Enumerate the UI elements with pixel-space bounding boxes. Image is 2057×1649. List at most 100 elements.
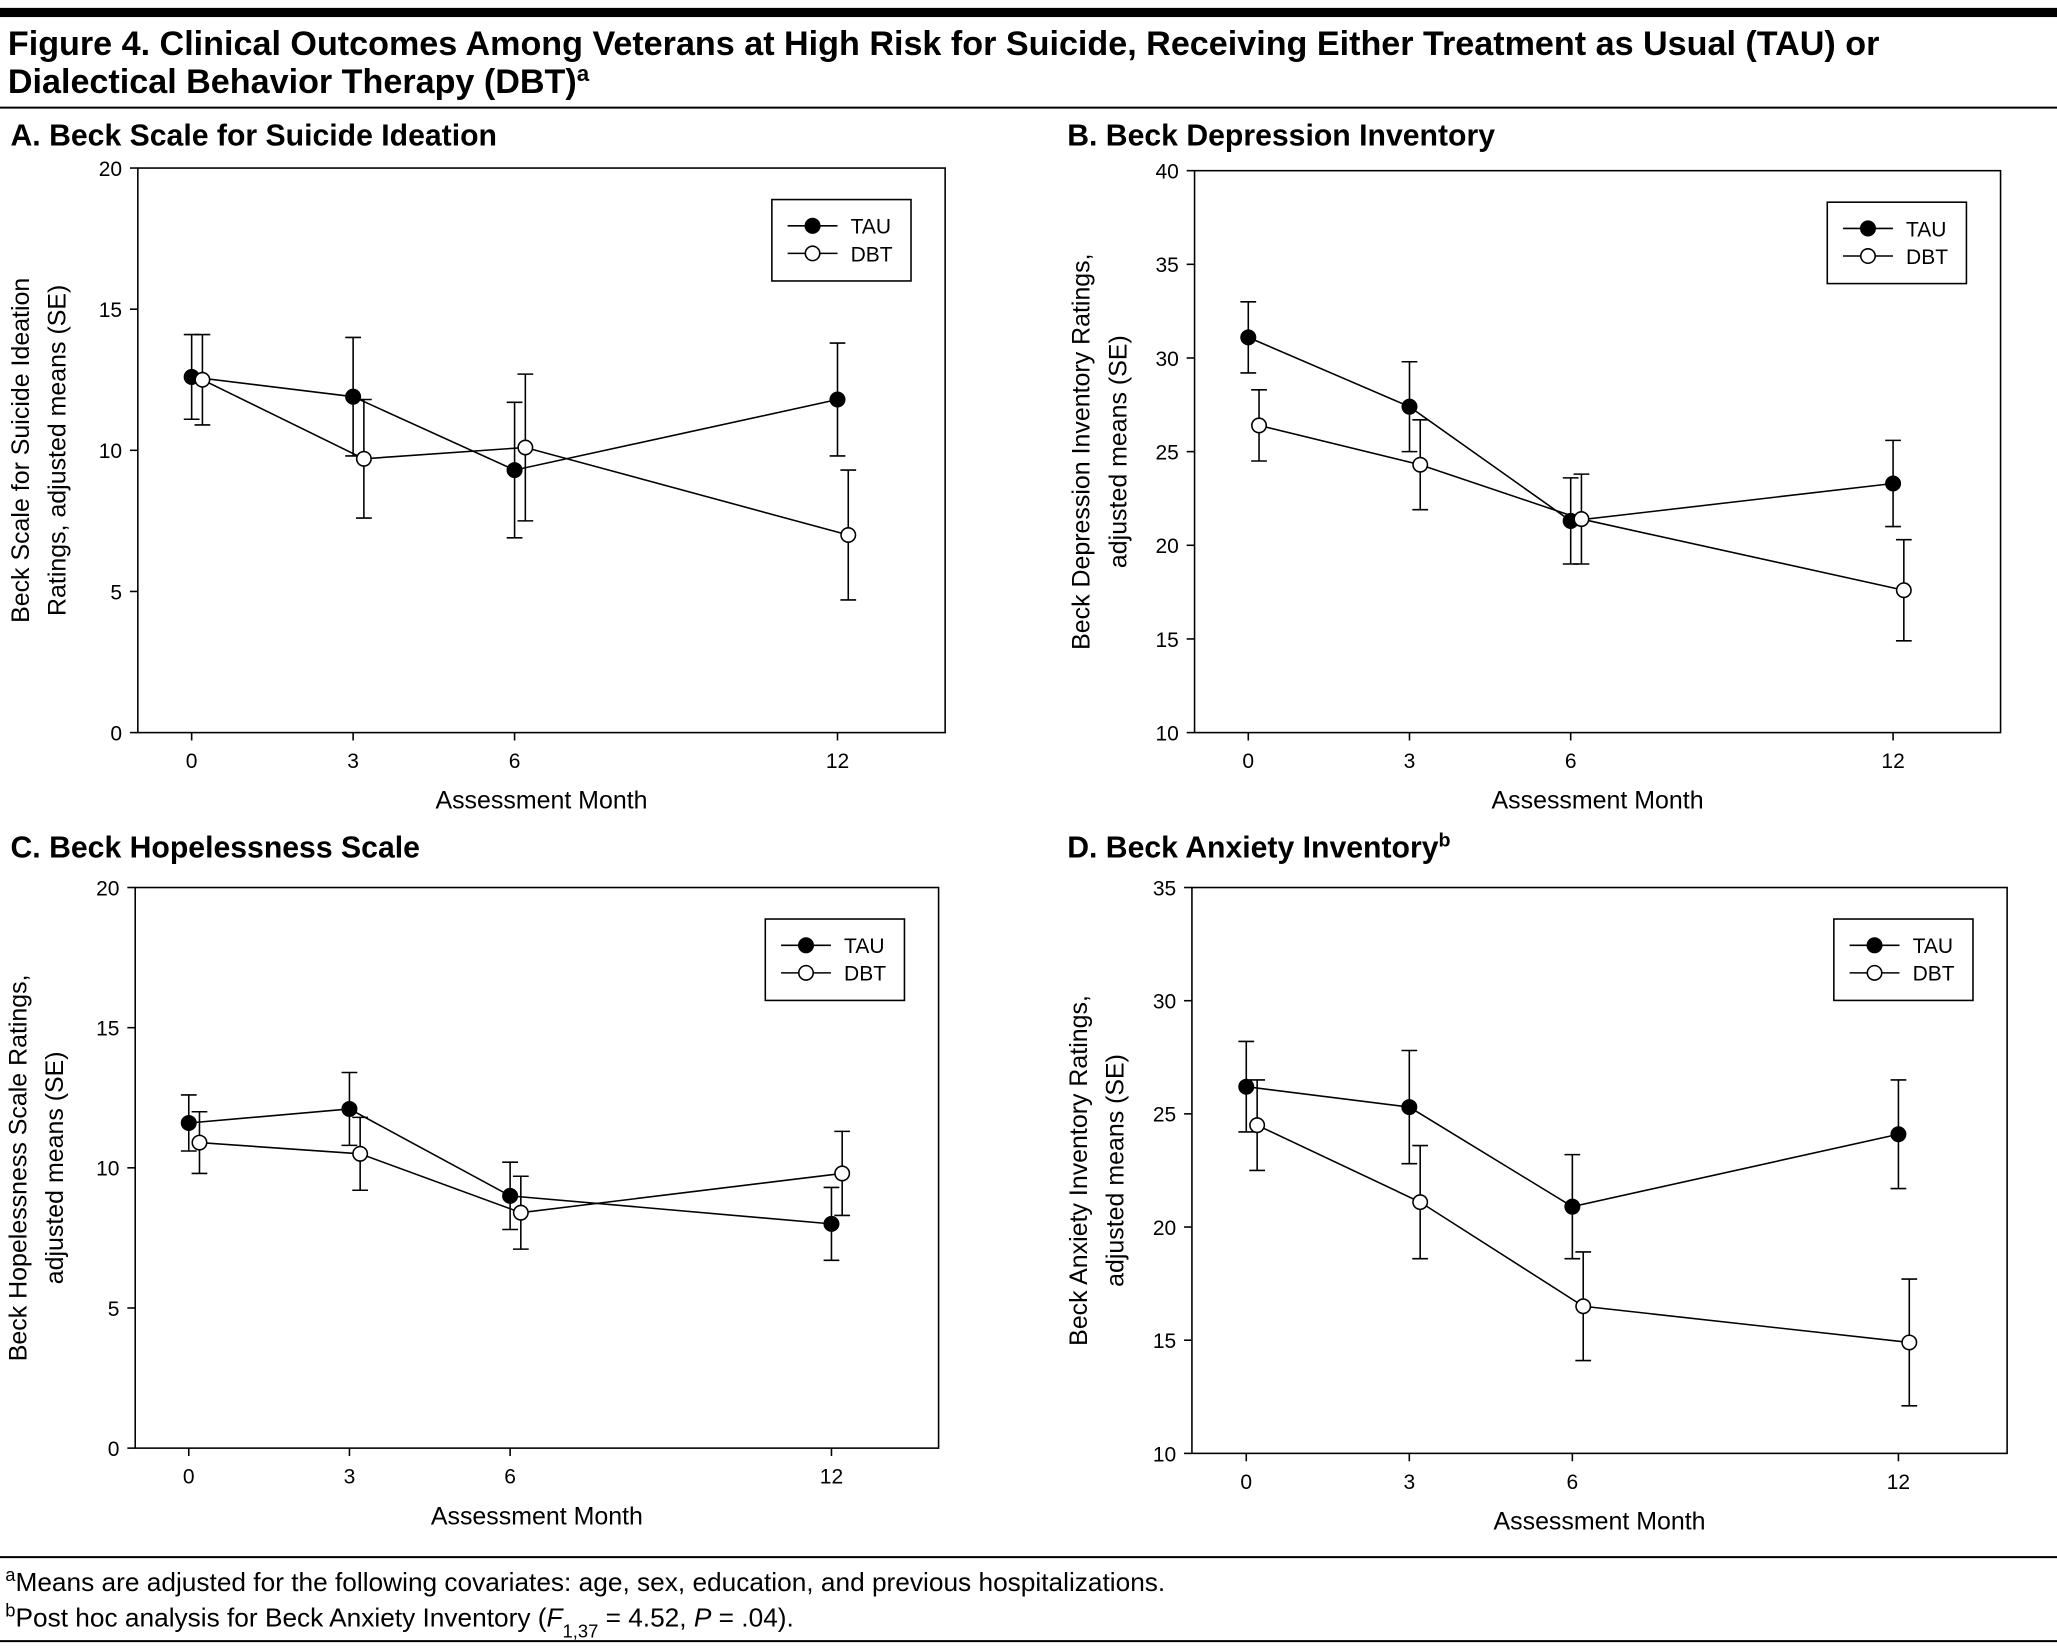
point: [502, 1187, 519, 1204]
point: [823, 1215, 840, 1232]
series-line: [1247, 336, 1894, 522]
point: [1573, 511, 1590, 528]
series-line: [1246, 1085, 1899, 1208]
y-axis-label: Beck Hopelessness Scale Ratings,: [4, 974, 32, 1361]
footnote-part: Means are adjusted for the following cov…: [15, 1567, 1165, 1597]
y-tick-label: 15: [1153, 1330, 1176, 1353]
panel: B. Beck Depression Inventory101520253035…: [1067, 120, 2002, 815]
x-tick-label: 12: [1881, 750, 1904, 773]
x-tick-label: 12: [1887, 1471, 1910, 1494]
point: [1885, 475, 1902, 492]
series-line: [191, 376, 838, 471]
legend-label: TAU: [851, 216, 891, 239]
x-axis-label: Assessment Month: [435, 787, 647, 815]
point: [1890, 1126, 1907, 1143]
legend-label: DBT: [1906, 246, 1948, 269]
footnote-part: F: [547, 1603, 565, 1633]
legend-box: [1826, 201, 1968, 285]
series-line: [202, 379, 849, 536]
legend-label: TAU: [1913, 935, 1953, 958]
point: [345, 388, 362, 405]
y-axis-label: Beck Scale for Suicide Ideation: [7, 278, 35, 623]
figure-title-line: Dialectical Behavior Therapy (DBT): [8, 63, 577, 101]
legend-box: [1833, 918, 1974, 1002]
legend-marker: [797, 964, 815, 981]
point: [1238, 1078, 1255, 1095]
point: [194, 371, 211, 388]
y-tick-label: 25: [1153, 1104, 1176, 1127]
panel-title: C. Beck Hopelessness Scale: [11, 831, 420, 864]
plot-frame: [1191, 886, 2008, 1455]
point: [512, 1204, 529, 1221]
y-tick-label: 15: [1155, 629, 1178, 652]
point: [1901, 1334, 1918, 1351]
point: [1575, 1298, 1592, 1315]
legend-marker: [1859, 220, 1876, 237]
plot-frame: [1193, 169, 2002, 734]
x-tick-label: 6: [1567, 1471, 1579, 1494]
legend-label: DBT: [1913, 963, 1955, 986]
panel-title-text: D. Beck Anxiety Inventory: [1067, 831, 1438, 864]
y-tick-label: 0: [108, 1438, 120, 1461]
point: [1895, 582, 1912, 599]
panel-title-sup: b: [1439, 829, 1451, 851]
x-tick-label: 0: [1240, 1471, 1252, 1494]
x-axis-label: Assessment Month: [431, 1502, 643, 1530]
legend-label: DBT: [851, 243, 893, 266]
figure-title: Dialectical Behavior Therapy (DBT)a: [8, 61, 590, 102]
x-tick-label: 3: [344, 1466, 356, 1489]
point: [1240, 329, 1257, 346]
x-tick-label: 12: [826, 750, 849, 773]
x-tick-label: 3: [1403, 1471, 1415, 1494]
legend-label: DBT: [844, 963, 886, 986]
panel-title-text: B. Beck Depression Inventory: [1067, 120, 1495, 153]
x-tick-label: 6: [1565, 750, 1577, 773]
panel-title-text: C. Beck Hopelessness Scale: [11, 831, 420, 864]
y-tick-label: 10: [1153, 1443, 1176, 1466]
x-axis-label: Assessment Month: [1492, 787, 1704, 815]
y-tick-label: 15: [96, 1018, 119, 1041]
series-line: [188, 1108, 832, 1225]
y-tick-label: 35: [1153, 877, 1176, 900]
point: [834, 1165, 851, 1182]
y-tick-label: 30: [1153, 991, 1176, 1014]
legend-marker: [1866, 937, 1883, 954]
point: [840, 526, 857, 544]
point: [1412, 1194, 1429, 1211]
series-line: [199, 1141, 843, 1214]
panel-title: A. Beck Scale for Suicide Ideation: [11, 120, 497, 153]
point: [355, 450, 372, 467]
point: [1401, 1099, 1418, 1116]
point: [352, 1145, 369, 1162]
legend-box: [764, 918, 906, 1002]
footnote-part: = .04).: [711, 1603, 793, 1633]
point: [341, 1100, 358, 1117]
y-tick-label: 20: [99, 158, 122, 181]
panel-title-text: A. Beck Scale for Suicide Ideation: [11, 120, 497, 153]
y-tick-label: 10: [1155, 722, 1178, 745]
x-tick-label: 6: [509, 750, 521, 773]
legend-marker: [804, 217, 821, 234]
point: [506, 462, 523, 479]
y-tick-label: 20: [1153, 1217, 1176, 1240]
y-axis-label: adjusted means (SE): [1104, 335, 1132, 568]
footnote-part: P: [694, 1603, 712, 1633]
legend-marker: [804, 245, 821, 262]
footnote: bPost hoc analysis for Beck Anxiety Inve…: [5, 1599, 794, 1641]
legend-marker: [1859, 248, 1876, 265]
point: [180, 1114, 197, 1131]
y-tick-label: 10: [99, 440, 122, 463]
panel-title: B. Beck Depression Inventory: [1067, 120, 1495, 153]
y-axis-label: Ratings, adjusted means (SE): [44, 285, 72, 616]
legend-marker: [797, 937, 815, 954]
y-tick-label: 40: [1155, 161, 1178, 184]
footnote-part: Post hoc analysis for Beck Anxiety Inven…: [15, 1603, 546, 1633]
x-tick-label: 3: [347, 750, 359, 773]
series-line: [1258, 424, 1905, 592]
x-tick-label: 0: [183, 1466, 195, 1489]
top-bar: [0, 7, 2057, 18]
legend-label: TAU: [1906, 218, 1946, 241]
y-axis-label: Beck Anxiety Inventory Ratings,: [1065, 995, 1093, 1346]
